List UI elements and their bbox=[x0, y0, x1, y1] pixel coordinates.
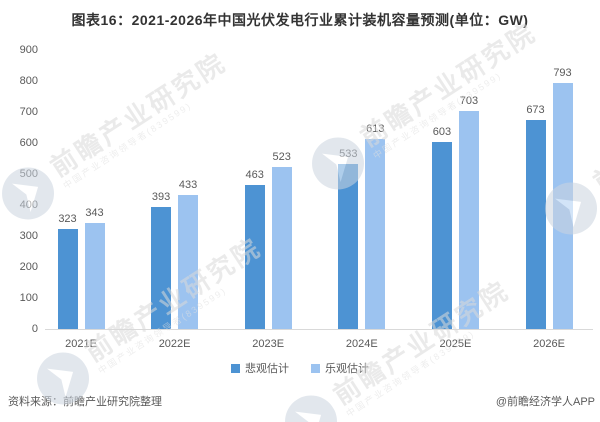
bar-value-pessimistic-2022E: 393 bbox=[151, 191, 171, 203]
y-axis-tick-800: 800 bbox=[19, 75, 38, 87]
bar-pessimistic-2024E bbox=[338, 164, 359, 329]
bar-pessimistic-2025E bbox=[431, 142, 452, 329]
bar-value-pessimistic-2021E: 323 bbox=[58, 213, 77, 225]
credit: @前瞻经济学人APP bbox=[495, 396, 595, 408]
bar-optimistic-2021E bbox=[84, 223, 105, 329]
x-axis-line bbox=[45, 329, 593, 330]
bar-optimistic-2025E bbox=[458, 111, 479, 329]
bar-pessimistic-2023E bbox=[244, 185, 265, 329]
legend-swatch-optimistic bbox=[311, 363, 320, 373]
y-axis-tick-600: 600 bbox=[19, 137, 38, 149]
bar-value-pessimistic-2025E: 603 bbox=[432, 126, 452, 138]
legend-label-pessimistic: 悲观估计 bbox=[245, 363, 289, 375]
y-axis-tick-0: 0 bbox=[31, 323, 38, 335]
source-note: 资料来源：前瞻产业研究院整理 bbox=[8, 396, 162, 408]
x-axis-label-2025E: 2025E bbox=[439, 338, 472, 350]
y-axis-tick-700: 700 bbox=[19, 106, 38, 118]
legend-swatch-pessimistic bbox=[231, 363, 240, 373]
footer: 资料来源：前瞻产业研究院整理 @前瞻经济学人APP bbox=[8, 393, 595, 409]
bar-value-pessimistic-2024E: 533 bbox=[339, 148, 358, 160]
bar-optimistic-2022E bbox=[178, 195, 199, 329]
bar-pessimistic-2022E bbox=[151, 207, 172, 329]
bar-value-optimistic-2022E: 433 bbox=[178, 179, 198, 191]
bar-value-optimistic-2021E: 343 bbox=[85, 207, 104, 219]
chart-title: 图表16：2021-2026年中国光伏发电行业累计装机容量预测(单位：GW) bbox=[71, 12, 529, 28]
bar-value-optimistic-2023E: 523 bbox=[272, 151, 291, 163]
legend-item-pessimistic: 悲观估计 bbox=[231, 360, 289, 376]
bar-value-pessimistic-2026E: 673 bbox=[526, 104, 545, 116]
legend-item-optimistic: 乐观估计 bbox=[311, 360, 369, 376]
bar-value-optimistic-2024E: 613 bbox=[366, 123, 385, 135]
bar-optimistic-2026E bbox=[552, 83, 573, 329]
y-axis-tick-200: 200 bbox=[19, 261, 38, 273]
bar-value-optimistic-2026E: 793 bbox=[553, 67, 572, 79]
y-axis-tick-100: 100 bbox=[19, 292, 38, 304]
legend-label-optimistic: 乐观估计 bbox=[325, 363, 369, 375]
x-axis-label-2024E: 2024E bbox=[345, 338, 378, 350]
y-axis-tick-400: 400 bbox=[19, 199, 38, 211]
y-axis-tick-500: 500 bbox=[19, 168, 38, 180]
bar-optimistic-2023E bbox=[271, 167, 292, 329]
bar-value-pessimistic-2023E: 463 bbox=[245, 169, 264, 181]
x-axis-label-2026E: 2026E bbox=[533, 338, 565, 350]
y-axis-tick-900: 900 bbox=[19, 44, 38, 56]
bar-optimistic-2024E bbox=[365, 139, 386, 329]
x-axis-label-2022E: 2022E bbox=[158, 338, 191, 350]
y-axis-tick-300: 300 bbox=[19, 230, 38, 242]
legend: 悲观估计 乐观估计 bbox=[0, 360, 600, 376]
bar-pessimistic-2021E bbox=[57, 229, 78, 329]
bar-value-optimistic-2025E: 703 bbox=[459, 95, 479, 107]
x-axis-label-2023E: 2023E bbox=[252, 338, 285, 350]
bar-pessimistic-2026E bbox=[525, 120, 546, 329]
x-axis-label-2021E: 2021E bbox=[65, 338, 97, 350]
